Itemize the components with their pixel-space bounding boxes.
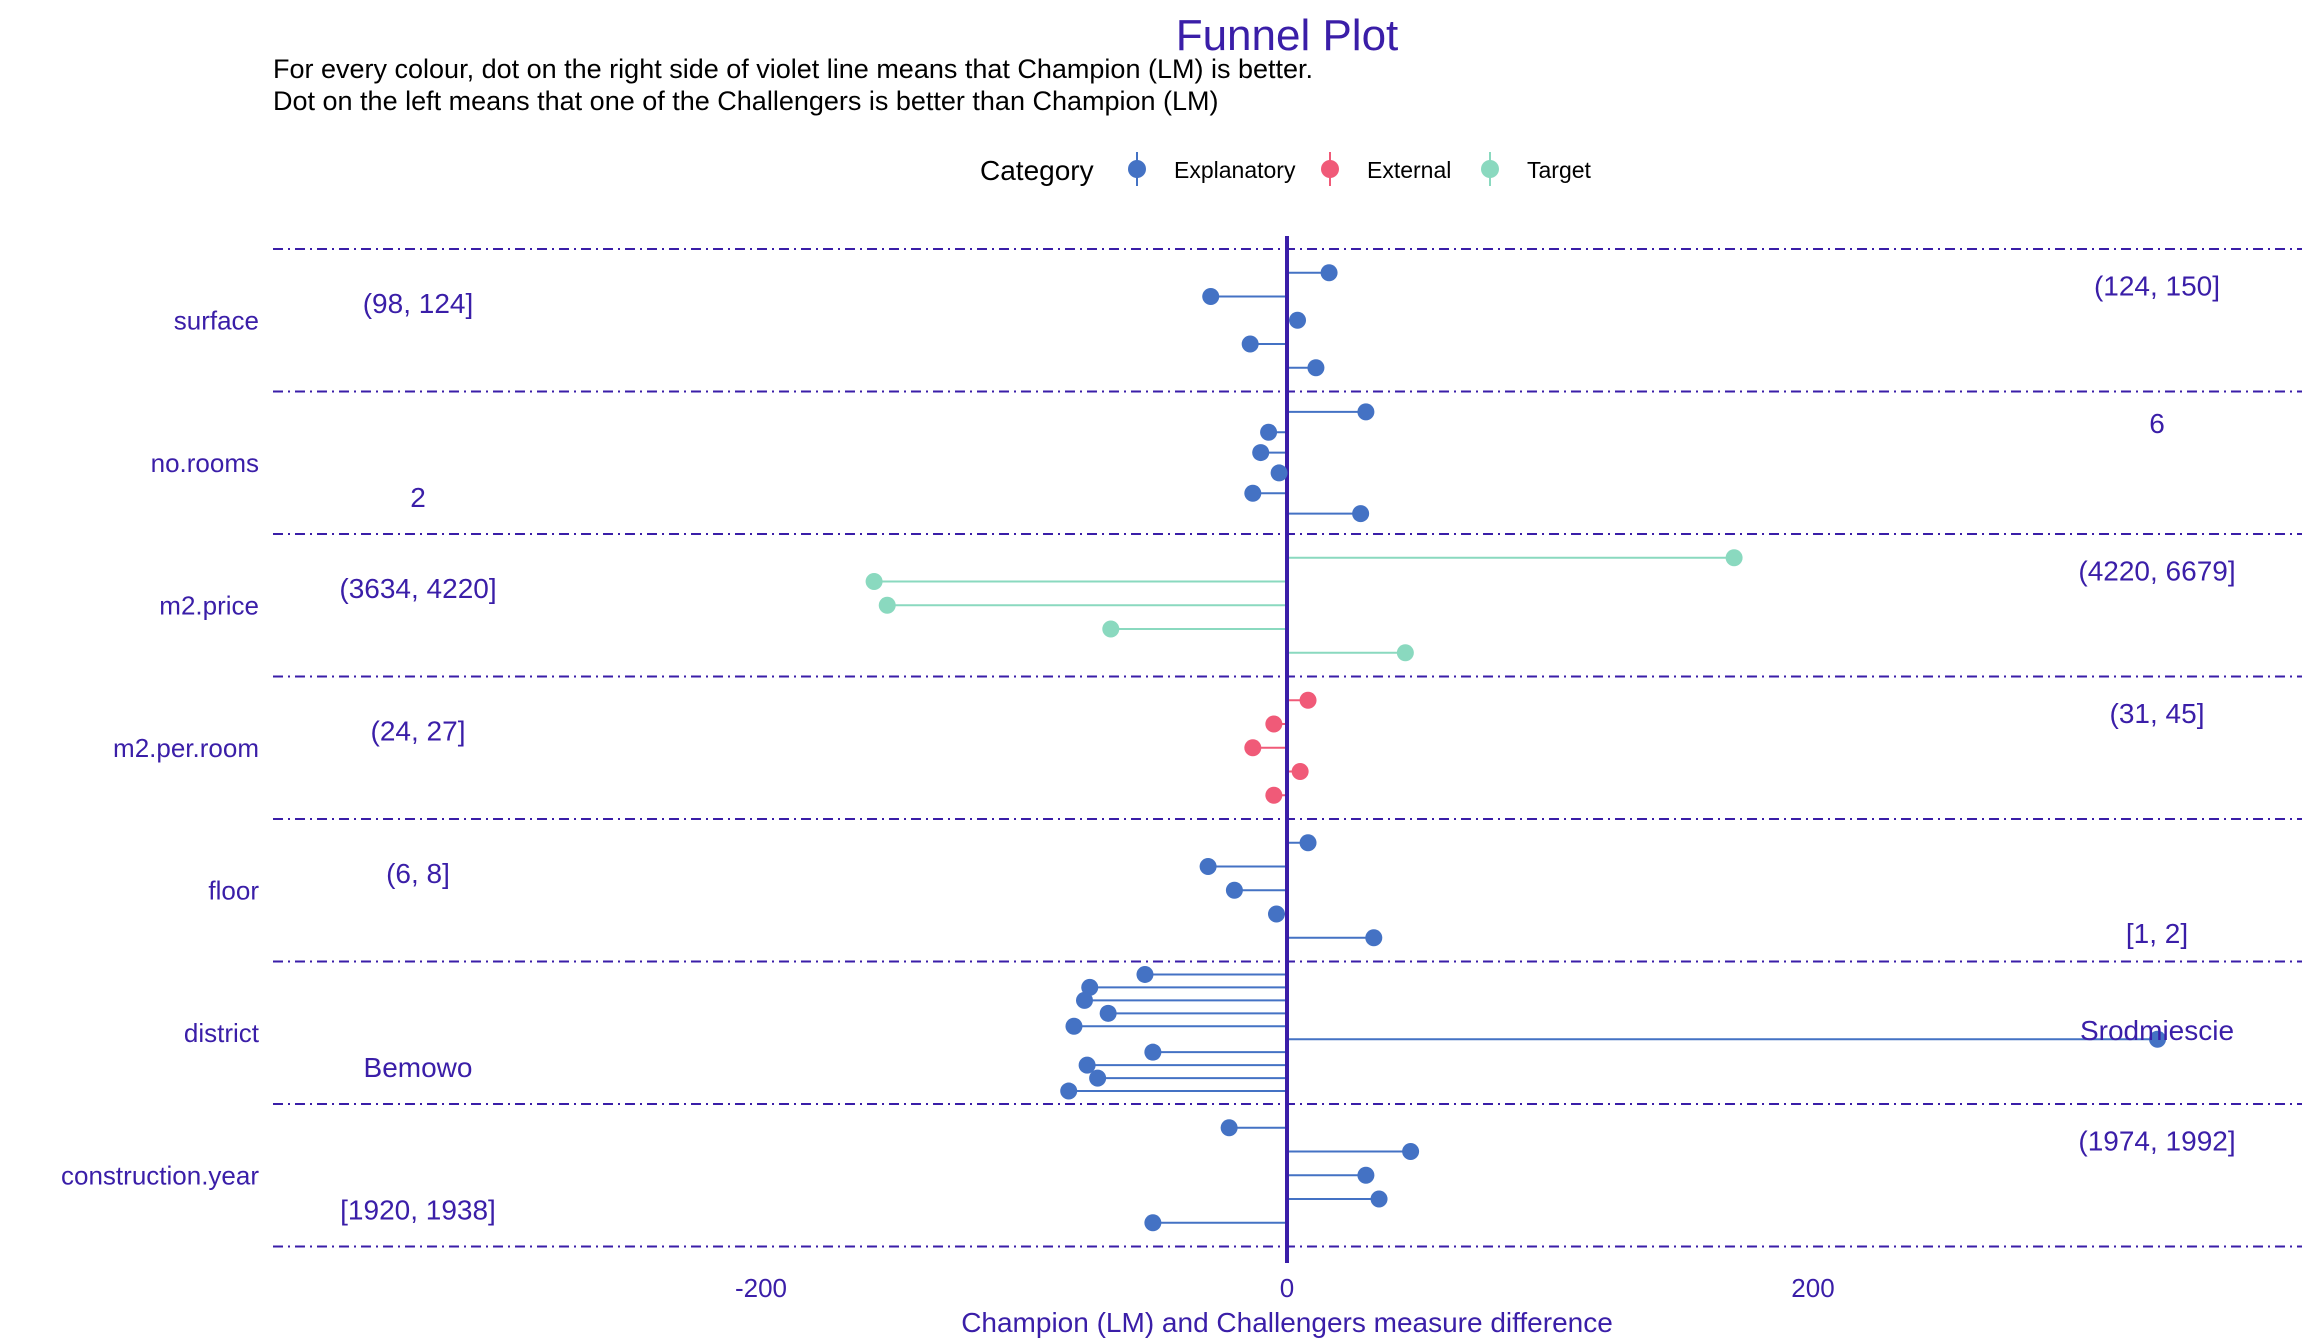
- level-label-max: 6: [2149, 408, 2165, 439]
- x-axis: -200 0 200: [735, 1273, 1835, 1303]
- lollipop-point: [1396, 644, 1414, 662]
- level-label-min: [1920, 1938]: [340, 1194, 496, 1225]
- lollipop-point: [1365, 929, 1383, 947]
- lollipop-point: [1320, 264, 1338, 282]
- level-labels: (98, 124] (124, 150] 2 6 (3634, 4220] (4220, …: [339, 271, 2235, 1226]
- variable-label: no.rooms: [151, 448, 259, 478]
- lollipop-point: [1291, 763, 1309, 780]
- lollipop-point: [1267, 905, 1285, 923]
- lollipop-point: [1199, 858, 1217, 875]
- x-axis-label: Champion (LM) and Challengers measure di…: [961, 1307, 1613, 1338]
- lollipop-point: [1241, 335, 1259, 353]
- lollipop-point: [1265, 715, 1283, 733]
- lollipop-point: [1725, 549, 1743, 567]
- legend-key-dot: [1321, 160, 1339, 178]
- level-label-max: Srodmiescie: [2080, 1015, 2234, 1046]
- lollipop-point: [1252, 444, 1270, 462]
- x-tick-label: 200: [1791, 1273, 1834, 1303]
- level-label-min: (24, 27]: [371, 716, 466, 747]
- level-label-max: (124, 150]: [2094, 271, 2220, 302]
- legend-title: Category: [980, 155, 1094, 186]
- variable-label: surface: [174, 305, 259, 335]
- lollipop-point: [865, 573, 883, 590]
- lollipop-point: [1270, 464, 1288, 482]
- lollipop-point: [1244, 484, 1262, 502]
- lollipop-point: [1299, 691, 1317, 709]
- lollipop-point: [1089, 1069, 1107, 1087]
- lollipop-stems: [874, 271, 2158, 1224]
- level-label-min: (98, 124]: [363, 288, 474, 319]
- variable-label: construction.year: [61, 1160, 259, 1190]
- lollipop-point: [1078, 1056, 1096, 1074]
- lollipop-point: [1244, 739, 1262, 757]
- lollipop-point: [2149, 1030, 2167, 1048]
- lollipop-point: [1357, 1166, 1375, 1184]
- lollipop-point: [1081, 978, 1099, 996]
- lollipop-points: [865, 264, 2167, 1232]
- lollipop-point: [1352, 505, 1370, 523]
- level-label-max: [1, 2]: [2126, 918, 2188, 949]
- lollipop-point: [1357, 403, 1375, 421]
- lollipop-point: [1225, 881, 1243, 899]
- legend-item-label: Explanatory: [1174, 157, 1296, 183]
- lollipop-point: [1220, 1119, 1238, 1137]
- level-label-min: (6, 8]: [386, 858, 450, 889]
- level-label-max: (1974, 1992]: [2078, 1126, 2235, 1157]
- x-tick-label: 0: [1280, 1273, 1294, 1303]
- lollipop-point: [1060, 1082, 1078, 1100]
- level-label-min: (3634, 4220]: [339, 573, 496, 604]
- variable-label: m2.per.room: [113, 733, 259, 763]
- lollipop-point: [1075, 991, 1093, 1009]
- lollipop-point: [1136, 965, 1154, 983]
- lollipop-point: [1265, 786, 1283, 804]
- legend-key-dot: [1481, 160, 1499, 178]
- lollipop-point: [1065, 1017, 1083, 1035]
- level-label-min: Bemowo: [364, 1052, 473, 1083]
- chart-subtitle-line-1: For every colour, dot on the right side …: [273, 54, 1313, 84]
- level-label-min: 2: [410, 482, 426, 513]
- variable-label: floor: [208, 875, 259, 905]
- lollipop-point: [1307, 359, 1325, 377]
- variable-labels: surface no.rooms m2.price m2.per.room floor d…: [61, 305, 260, 1190]
- lollipop-point: [1144, 1043, 1162, 1061]
- variable-label: m2.price: [159, 590, 259, 620]
- chart-subtitle-line-2: Dot on the left means that one of the Ch…: [273, 86, 1219, 116]
- legend-item-label: Target: [1527, 157, 1592, 183]
- lollipop-point: [1289, 311, 1307, 329]
- legend: Category Explanatory External Target: [980, 152, 1592, 186]
- lollipop-point: [1402, 1143, 1420, 1160]
- level-label-max: (4220, 6679]: [2078, 556, 2235, 587]
- lollipop-point: [878, 596, 896, 614]
- legend-item-label: External: [1367, 157, 1451, 183]
- lollipop-point: [1099, 1004, 1117, 1022]
- lollipop-point: [1299, 834, 1317, 852]
- chart-title: Funnel Plot: [1176, 11, 1399, 60]
- lollipop-point: [1144, 1214, 1162, 1232]
- lollipop-point: [1260, 423, 1278, 441]
- level-label-max: (31, 45]: [2110, 698, 2205, 729]
- legend-key-dot: [1128, 160, 1146, 178]
- variable-label: district: [184, 1018, 260, 1048]
- lollipop-point: [1102, 620, 1120, 638]
- lollipop-point: [1370, 1190, 1388, 1208]
- x-tick-label: -200: [735, 1273, 787, 1303]
- lollipop-point: [1202, 288, 1220, 305]
